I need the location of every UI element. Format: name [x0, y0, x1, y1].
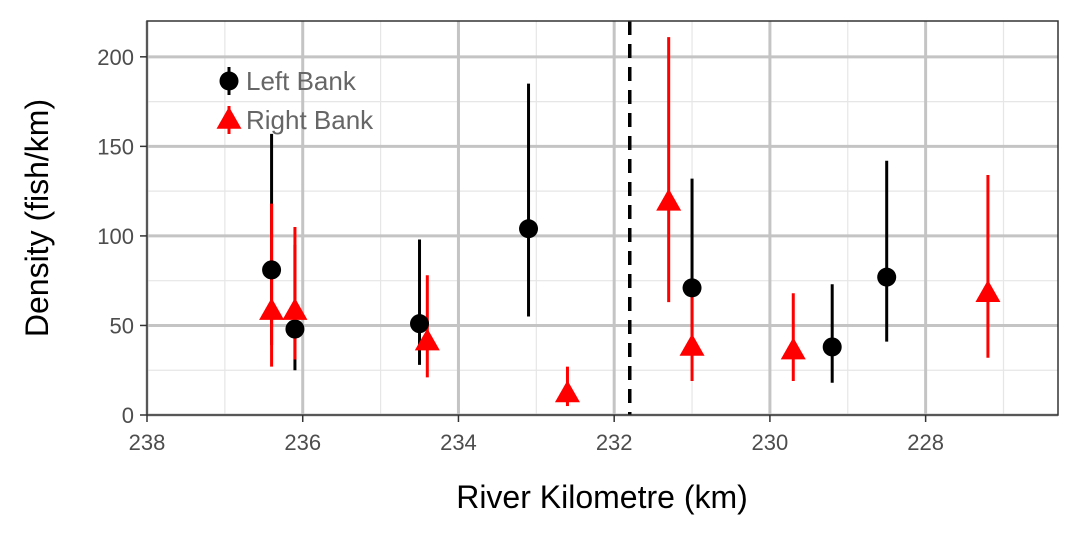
data-point-circle — [682, 278, 702, 298]
data-point-triangle — [554, 380, 580, 403]
data-point-circle — [877, 267, 897, 287]
legend: Left Bank Right Bank — [216, 66, 374, 135]
x-tick-label: 236 — [284, 430, 321, 455]
x-tick-label: 230 — [752, 430, 789, 455]
data-point-triangle — [259, 297, 285, 320]
data-point-circle — [285, 319, 305, 339]
data-point-triangle — [414, 328, 440, 351]
y-axis: 0 50 100 150 200 — [97, 45, 147, 428]
data-point-triangle — [656, 188, 682, 211]
y-tick-label: 200 — [97, 45, 134, 70]
legend-label: Right Bank — [246, 105, 374, 135]
data-point-triangle — [282, 297, 308, 320]
data-point-circle — [262, 260, 282, 280]
y-axis-title: Density (fish/km) — [19, 99, 55, 337]
data-point-circle — [822, 337, 842, 357]
x-tick-label: 234 — [440, 430, 477, 455]
legend-label: Left Bank — [246, 66, 357, 96]
x-tick-label: 228 — [907, 430, 944, 455]
y-tick-label: 0 — [122, 403, 134, 428]
data-point-circle — [410, 314, 430, 334]
x-axis: 238 236 234 232 230 228 — [129, 415, 944, 455]
data-point-triangle — [780, 337, 806, 360]
data-point-circle — [519, 219, 539, 239]
x-tick-label: 232 — [596, 430, 633, 455]
y-tick-label: 50 — [110, 313, 134, 338]
legend-key-circle — [219, 71, 239, 91]
data-point-triangle — [679, 333, 705, 356]
legend-key-triangle — [216, 106, 242, 129]
y-tick-label: 100 — [97, 224, 134, 249]
y-tick-label: 150 — [97, 134, 134, 159]
data-points — [259, 188, 1001, 403]
x-axis-title: River Kilometre (km) — [456, 479, 748, 515]
data-point-triangle — [975, 280, 1001, 303]
plot-panel-border — [146, 20, 1059, 416]
x-tick-label: 238 — [129, 430, 166, 455]
